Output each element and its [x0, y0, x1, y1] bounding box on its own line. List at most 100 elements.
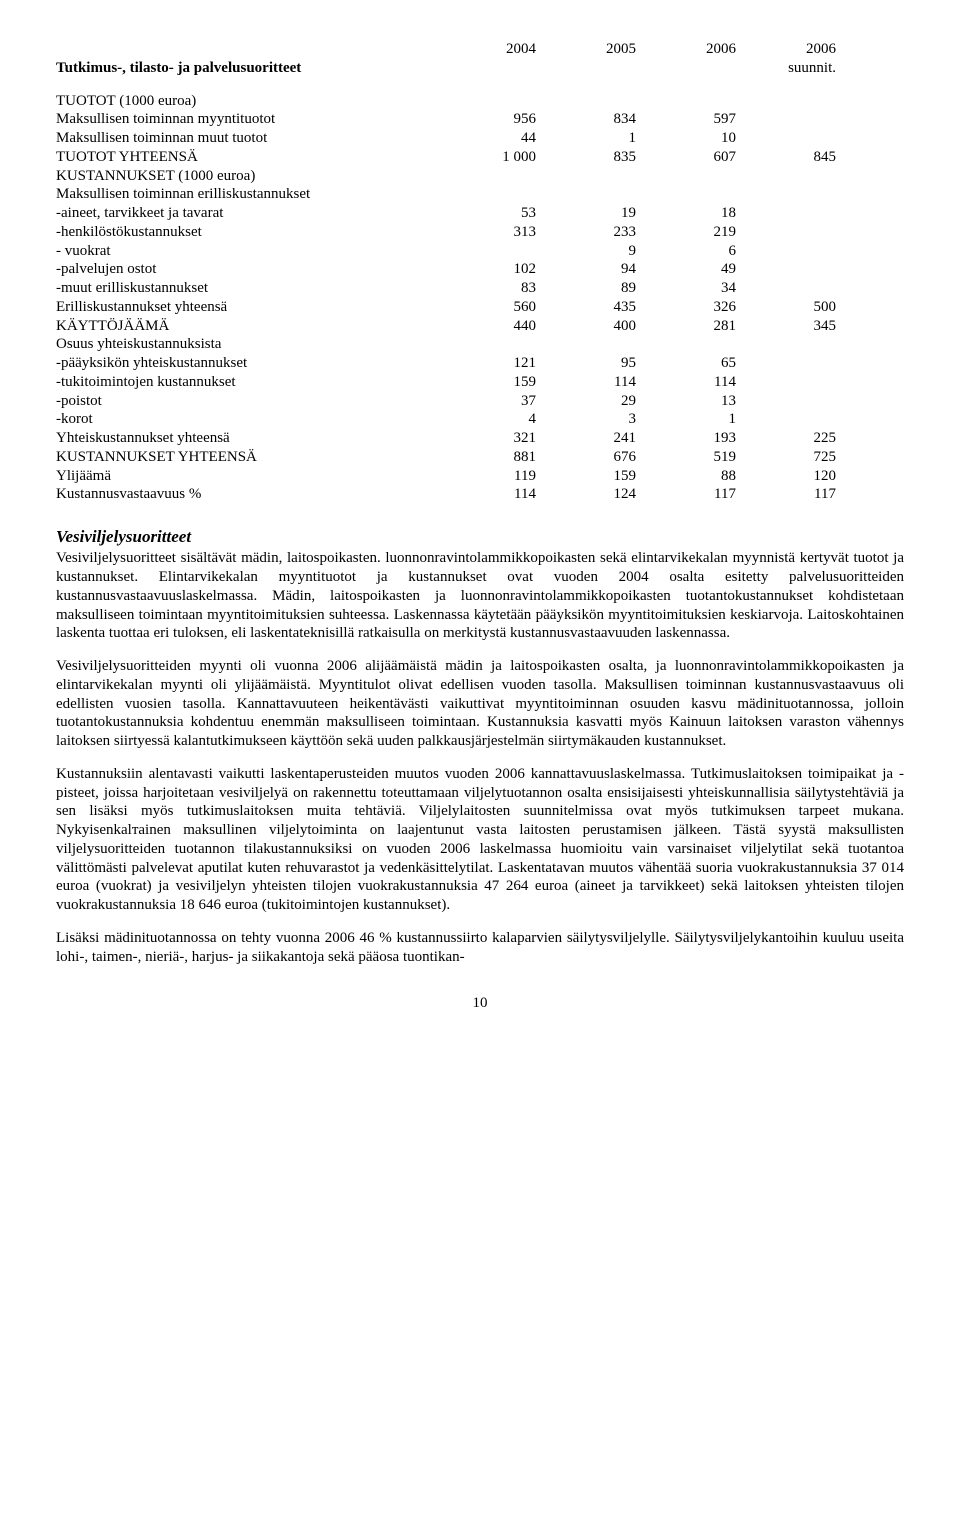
row-label: -muut erilliskustannukset — [56, 279, 446, 298]
row-value: 4 — [446, 410, 546, 429]
row-value: 1 000 — [446, 148, 546, 167]
row-label: -aineet, tarvikkeet ja tavarat — [56, 204, 446, 223]
row-value: 193 — [646, 429, 746, 448]
row-value: 121 — [446, 354, 546, 373]
table-row: Ylijäämä11915988120 — [56, 467, 904, 486]
row-label: Maksullisen toiminnan muut tuotot — [56, 129, 446, 148]
table-row: TUOTOT YHTEENSÄ1 000835607845 — [56, 148, 904, 167]
row-label: -henkilöstökustannukset — [56, 223, 446, 242]
table-title: Tutkimus-, tilasto- ja palvelusuoritteet — [56, 59, 446, 78]
row-value: 37 — [446, 392, 546, 411]
col-header: 2006 — [746, 40, 846, 59]
row-label: KÄYTTÖJÄÄMÄ — [56, 317, 446, 336]
row-value: 94 — [546, 260, 646, 279]
row-value: 159 — [546, 467, 646, 486]
row-value: 34 — [646, 279, 746, 298]
row-value: 124 — [546, 485, 646, 504]
row-value: 219 — [646, 223, 746, 242]
row-value: 120 — [746, 467, 846, 486]
paragraph: Lisäksi mädinituotannossa on tehty vuonn… — [56, 929, 904, 967]
row-label: Yhteiskustannukset yhteensä — [56, 429, 446, 448]
table-row: Erilliskustannukset yhteensä560435326500 — [56, 298, 904, 317]
row-value: 95 — [546, 354, 646, 373]
row-value: 6 — [646, 242, 746, 261]
row-value: 881 — [446, 448, 546, 467]
col-subheader: suunnit. — [746, 59, 846, 78]
row-value: 117 — [746, 485, 846, 504]
paragraph: Vesiviljelysuoritteet sisältävät mädin, … — [56, 549, 904, 643]
table-row: KUSTANNUKSET YHTEENSÄ881676519725 — [56, 448, 904, 467]
section-heading: Vesiviljelysuoritteet — [56, 526, 904, 547]
row-label: -palvelujen ostot — [56, 260, 446, 279]
row-value: 233 — [546, 223, 646, 242]
row-value: 835 — [546, 148, 646, 167]
row-label: -tukitoimintojen kustannukset — [56, 373, 446, 392]
row-value: 1 — [546, 129, 646, 148]
table-row: Maksullisen toiminnan erilliskustannukse… — [56, 185, 904, 204]
row-value: 400 — [546, 317, 646, 336]
table-row: KUSTANNUKSET (1000 euroa) — [56, 167, 904, 186]
row-value: 53 — [446, 204, 546, 223]
row-label: Osuus yhteiskustannuksista — [56, 335, 446, 354]
row-value: 440 — [446, 317, 546, 336]
row-value: 19 — [546, 204, 646, 223]
row-value: 44 — [446, 129, 546, 148]
row-value: 560 — [446, 298, 546, 317]
paragraph: Vesiviljelysuoritteiden myynti oli vuonn… — [56, 657, 904, 751]
table-row: -tukitoimintojen kustannukset159114114 — [56, 373, 904, 392]
table-row: Maksullisen toiminnan myyntituotot956834… — [56, 110, 904, 129]
row-label: TUOTOT (1000 euroa) — [56, 92, 446, 111]
financial-table: 2004 2005 2006 2006 Tutkimus-, tilasto- … — [56, 40, 904, 504]
table-row: -palvelujen ostot1029449 — [56, 260, 904, 279]
row-value: 88 — [646, 467, 746, 486]
table-row: Osuus yhteiskustannuksista — [56, 335, 904, 354]
table-header-row-2: Tutkimus-, tilasto- ja palvelusuoritteet… — [56, 59, 904, 78]
row-value: 117 — [646, 485, 746, 504]
row-label: Erilliskustannukset yhteensä — [56, 298, 446, 317]
row-value: 241 — [546, 429, 646, 448]
row-value: 597 — [646, 110, 746, 129]
table-row: Yhteiskustannukset yhteensä321241193225 — [56, 429, 904, 448]
row-label: Maksullisen toiminnan erilliskustannukse… — [56, 185, 446, 204]
row-value: 1 — [646, 410, 746, 429]
col-header: 2006 — [646, 40, 746, 59]
row-value: 725 — [746, 448, 846, 467]
table-row: Maksullisen toiminnan muut tuotot44110 — [56, 129, 904, 148]
table-row: -korot431 — [56, 410, 904, 429]
row-value: 500 — [746, 298, 846, 317]
row-value: 114 — [646, 373, 746, 392]
row-value: 956 — [446, 110, 546, 129]
table-row: -aineet, tarvikkeet ja tavarat531918 — [56, 204, 904, 223]
row-value: 9 — [546, 242, 646, 261]
row-label: KUSTANNUKSET (1000 euroa) — [56, 167, 446, 186]
row-value: 676 — [546, 448, 646, 467]
row-label: - vuokrat — [56, 242, 446, 261]
table-row: -henkilöstökustannukset313233219 — [56, 223, 904, 242]
table-row: -muut erilliskustannukset838934 — [56, 279, 904, 298]
row-label: -poistot — [56, 392, 446, 411]
row-value: 102 — [446, 260, 546, 279]
row-value: 65 — [646, 354, 746, 373]
row-label: -korot — [56, 410, 446, 429]
col-header: 2005 — [546, 40, 646, 59]
row-value: 29 — [546, 392, 646, 411]
row-value: 10 — [646, 129, 746, 148]
row-value: 435 — [546, 298, 646, 317]
table-row: - vuokrat 96 — [56, 242, 904, 261]
col-header: 2004 — [446, 40, 546, 59]
row-value: 159 — [446, 373, 546, 392]
table-row: -poistot372913 — [56, 392, 904, 411]
row-value: 834 — [546, 110, 646, 129]
row-label: -pääyksikön yhteiskustannukset — [56, 354, 446, 373]
row-value: 326 — [646, 298, 746, 317]
row-value: 321 — [446, 429, 546, 448]
row-value: 281 — [646, 317, 746, 336]
row-value: 845 — [746, 148, 846, 167]
row-value: 519 — [646, 448, 746, 467]
row-value: 225 — [746, 429, 846, 448]
row-value: 114 — [546, 373, 646, 392]
row-value: 49 — [646, 260, 746, 279]
page-number: 10 — [56, 994, 904, 1013]
paragraph: Kustannuksiin alentavasti vaikutti laske… — [56, 765, 904, 915]
row-value: 313 — [446, 223, 546, 242]
